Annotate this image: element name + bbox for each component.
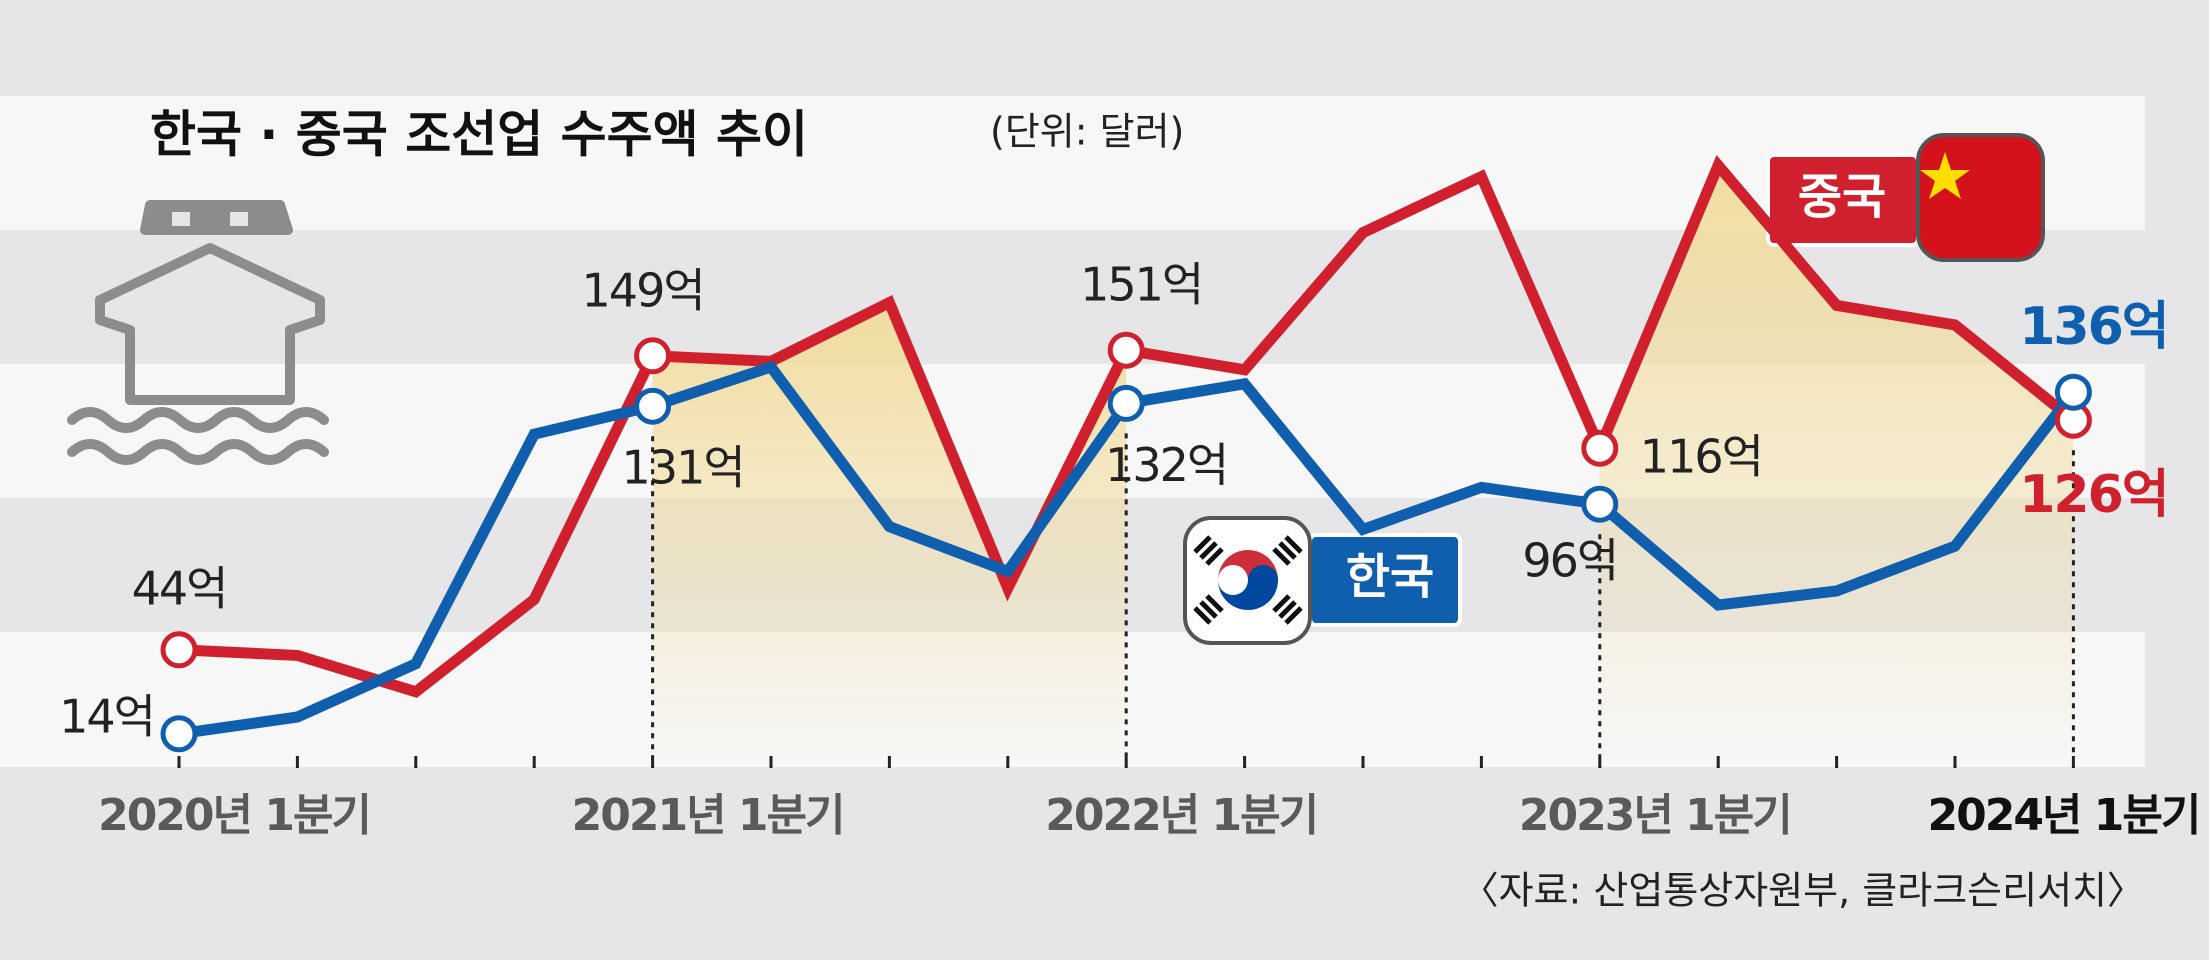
- data-label: 132억: [1105, 438, 1227, 492]
- data-point: [2054, 373, 2092, 411]
- data-label: 14억: [59, 689, 154, 743]
- legend-label: 한국: [1346, 549, 1434, 605]
- data-label: 116억: [1640, 430, 1762, 484]
- ship-icon: [67, 200, 329, 465]
- legend-label: 중국: [1798, 169, 1886, 225]
- flag-taeguk: [1218, 565, 1278, 610]
- data-point: [160, 631, 198, 669]
- data-point: [1107, 384, 1145, 422]
- data-label: 136억: [2019, 297, 2167, 357]
- chart-subtitle: (단위: 달러): [990, 110, 1184, 154]
- data-label: 131억: [622, 441, 744, 495]
- data-point: [1581, 429, 1619, 467]
- data-label: 126억: [2019, 465, 2167, 525]
- data-point: [1107, 331, 1145, 369]
- china-flag: [1916, 133, 2045, 262]
- flag-trigrams: [1193, 535, 1303, 625]
- x-tick-label: 2024년 1분기: [1927, 790, 2199, 841]
- data-label: 149억: [582, 263, 704, 317]
- legend: 중국 한국: [1183, 133, 2045, 645]
- data-label: 151억: [1080, 258, 1202, 312]
- highlight-area: [1599, 165, 2074, 768]
- chart-title: 한국 · 중국 조선업 수주액 추이: [150, 106, 808, 164]
- data-label: 44억: [132, 561, 227, 615]
- x-tick-label: 2022년 1분기: [1045, 790, 1317, 841]
- flag-star: [1920, 152, 1970, 199]
- korea-flag: [1183, 516, 1312, 645]
- data-label: 96억: [1522, 534, 1617, 588]
- data-point: [1581, 485, 1619, 523]
- data-point: [634, 387, 672, 425]
- data-point: [160, 715, 198, 753]
- x-tick-label: 2020년 1분기: [98, 790, 370, 841]
- x-tick-label: 2021년 1분기: [572, 790, 844, 841]
- data-point: [634, 337, 672, 375]
- x-tick-label: 2023년 1분기: [1519, 790, 1791, 841]
- source: 〈자료: 산업통상자원부, 클라크슨리서치〉: [1461, 869, 2145, 913]
- highlight-area: [652, 302, 1127, 768]
